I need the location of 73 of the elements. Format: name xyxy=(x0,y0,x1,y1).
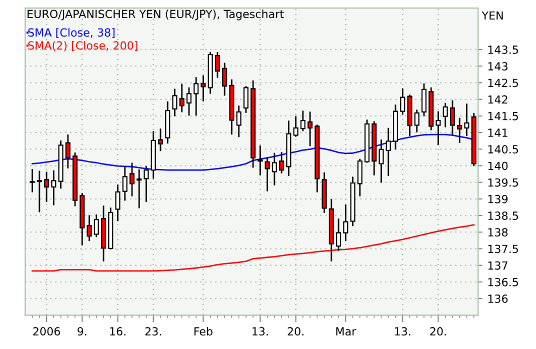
candlestick xyxy=(214,51,220,78)
y-tick-label: 142.5 xyxy=(488,78,518,88)
candlestick xyxy=(144,165,149,203)
candlestick xyxy=(194,76,199,116)
candlestick xyxy=(179,83,184,113)
candlestick xyxy=(115,184,120,222)
chart-title: EURO/JAPANISCHER YEN (EUR/JPY), Tageschart xyxy=(28,10,284,20)
y-tick-label: 141.5 xyxy=(488,112,518,120)
candlestick xyxy=(65,134,70,170)
candlestick xyxy=(51,170,56,206)
candlestick xyxy=(36,170,42,213)
y-tick-label: 139 xyxy=(488,194,508,204)
y-tick-label: 140 xyxy=(488,162,508,170)
candlestick xyxy=(136,168,142,209)
x-tick-label: 20. xyxy=(430,327,446,336)
x-tick-label: 2006 xyxy=(33,327,60,336)
y-tick-label: 142 xyxy=(488,95,508,104)
candlestick xyxy=(357,158,362,197)
candlestick xyxy=(94,214,99,238)
y-tick-label: 136.5 xyxy=(488,278,518,286)
x-tick-label: 13. xyxy=(395,327,410,336)
candlestick xyxy=(414,108,420,133)
candlestick xyxy=(300,110,306,132)
candlestick xyxy=(158,128,164,152)
x-tick-label: Mar xyxy=(336,327,356,336)
y-tick-label: 137.5 xyxy=(488,244,518,254)
y-axis-title: YEN xyxy=(482,11,503,20)
candlestick xyxy=(343,204,348,242)
candlestick xyxy=(308,110,313,147)
candlestick xyxy=(400,88,406,116)
candlestick xyxy=(457,117,462,144)
x-tick-label: 23. xyxy=(145,327,162,336)
candlestick xyxy=(279,151,284,174)
x-tick-label: 20. xyxy=(288,327,304,336)
y-tick-label: 140.5 xyxy=(488,145,518,154)
candlestick xyxy=(236,104,242,138)
y-tick-label: 138 xyxy=(488,228,508,237)
legend-label: SMA [Close, 38] xyxy=(28,28,114,38)
y-tick-label: 141 xyxy=(488,128,508,137)
y-tick-label: 143.5 xyxy=(488,46,518,54)
candlestick xyxy=(378,138,384,184)
candlestick xyxy=(293,116,298,138)
candlestick xyxy=(272,152,277,186)
y-tick-label: 138.5 xyxy=(488,212,518,220)
y-tick-label: 137 xyxy=(488,261,508,270)
y-tick-label: 136 xyxy=(488,294,508,303)
candlestick xyxy=(222,62,228,96)
candlestick xyxy=(386,127,391,177)
candlestick xyxy=(122,165,128,202)
candlestick xyxy=(200,74,206,102)
candlestick xyxy=(442,102,448,128)
candlestick xyxy=(336,218,342,252)
x-tick-label: 13. xyxy=(252,327,268,336)
candlestick xyxy=(86,214,92,242)
x-tick-label: 9. xyxy=(78,327,86,336)
candlestick xyxy=(243,85,248,114)
x-tick-label: Feb xyxy=(194,326,212,336)
candlestick xyxy=(464,102,470,137)
candlestick xyxy=(258,144,263,176)
candlestick xyxy=(130,162,135,197)
line-series xyxy=(32,224,475,272)
candlestick xyxy=(44,171,50,203)
y-tick-label: 143 xyxy=(488,62,508,71)
candlestick xyxy=(450,100,455,136)
candlestick xyxy=(30,168,35,193)
y-tick-label: 139.5 xyxy=(488,178,518,187)
candlestick xyxy=(436,110,441,146)
candlestick xyxy=(264,157,270,192)
candlestick xyxy=(186,86,192,116)
candlestick xyxy=(172,88,178,117)
candlestick xyxy=(421,82,427,117)
legend-label: SMA(2) [Close, 200] xyxy=(28,41,138,51)
x-tick-label: 16. xyxy=(110,327,126,336)
